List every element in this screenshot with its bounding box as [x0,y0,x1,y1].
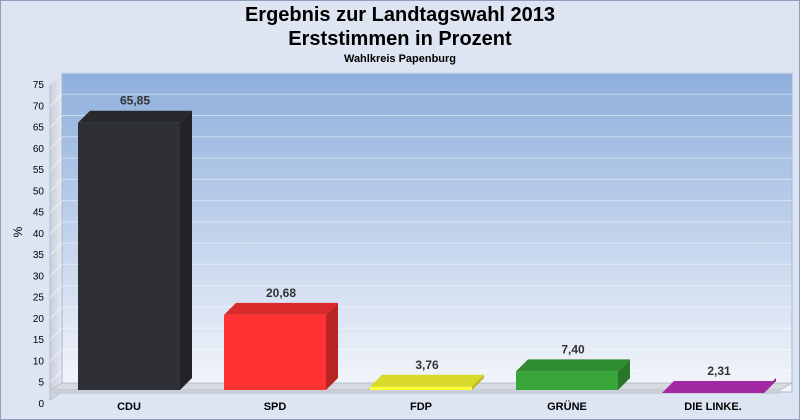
bar-value-label: 7,40 [561,342,585,356]
y-tick-label: 30 [33,271,45,282]
bars: 65,85 20,68 3,76 7,40 2,31 [78,94,776,393]
bar-spd: 20,68 [224,286,338,390]
y-tick-label: 45 [33,208,45,219]
x-tick-label: SPD [264,401,287,413]
bar-cdu: 65,85 [78,94,192,390]
bar-grüne: 7,40 [516,342,630,390]
x-axis: CDU SPD FDP GRÜNE DIE LINKE. [117,400,742,413]
y-tick-label: 0 [38,399,44,410]
y-tick-label: 70 [33,101,45,112]
grid-line-side [49,221,63,235]
bar-front [370,386,472,390]
bar-value-label: 65,85 [120,94,150,108]
grid-line-side [49,306,63,320]
chart-title: Ergebnis zur Landtagswahl 2013 [244,4,556,26]
y-tick-label: 50 [33,186,45,197]
x-tick-label: GRÜNE [547,400,587,413]
y-tick-label: 65 [33,123,45,134]
y-tick-label: 15 [33,335,45,346]
y-tick-label: 25 [33,293,45,304]
grid-line-side [49,72,63,86]
grid-line-side [49,136,63,150]
bar-front [78,122,180,390]
grid-line-side [49,200,63,213]
bar-side [618,359,630,390]
y-tick-label: 20 [33,314,45,325]
grid-line-side [49,349,63,362]
bar-front [516,371,618,390]
bar-side [180,110,192,390]
bar-top [370,374,484,387]
bar-value-label: 2,31 [707,364,731,378]
y-tick-label: 35 [33,250,45,261]
bar-value-label: 3,76 [415,358,439,372]
grid-line-side [49,178,63,192]
plot-floor-edge [50,390,780,394]
grid-line-side [49,157,63,171]
y-axis-label: % [11,226,25,237]
grid-line-side [49,264,63,277]
bar-fdp: 3,76 [370,358,484,390]
y-tick-label: 60 [33,144,45,155]
y-tick-label: 40 [33,229,45,240]
bar-side [472,374,484,390]
bar-top [516,359,630,372]
chart-subtitle-main: Erststimmen in Prozent [288,28,512,50]
grid-line-side [49,370,63,384]
y-axis: 0 5 10 15 20 25 30 35 40 45 50 55 60 65 70 75 [33,80,45,410]
y-tick-label: 10 [33,356,45,367]
x-tick-label: FDP [410,401,432,413]
x-tick-label: CDU [117,401,141,413]
bar-top [78,110,192,123]
y-tick-label: 55 [33,165,45,176]
grid-line-side [49,285,63,299]
bar-top [662,380,776,393]
y-tick-label: 75 [33,80,45,91]
x-tick-label: DIE LINKE. [684,401,741,413]
grid-line-side [49,93,63,107]
grid-line-side [49,327,63,341]
chart-subtitle: Wahlkreis Papenburg [343,53,457,65]
bar-front [224,314,326,390]
grid-line-side [49,115,63,128]
bar-die-linke: 2,31 [662,364,776,393]
grid-line-side [49,242,63,256]
bar-top [224,302,338,315]
bar-value-label: 20,68 [266,286,296,300]
bar-side [326,302,338,390]
y-tick-label: 5 [38,378,44,389]
